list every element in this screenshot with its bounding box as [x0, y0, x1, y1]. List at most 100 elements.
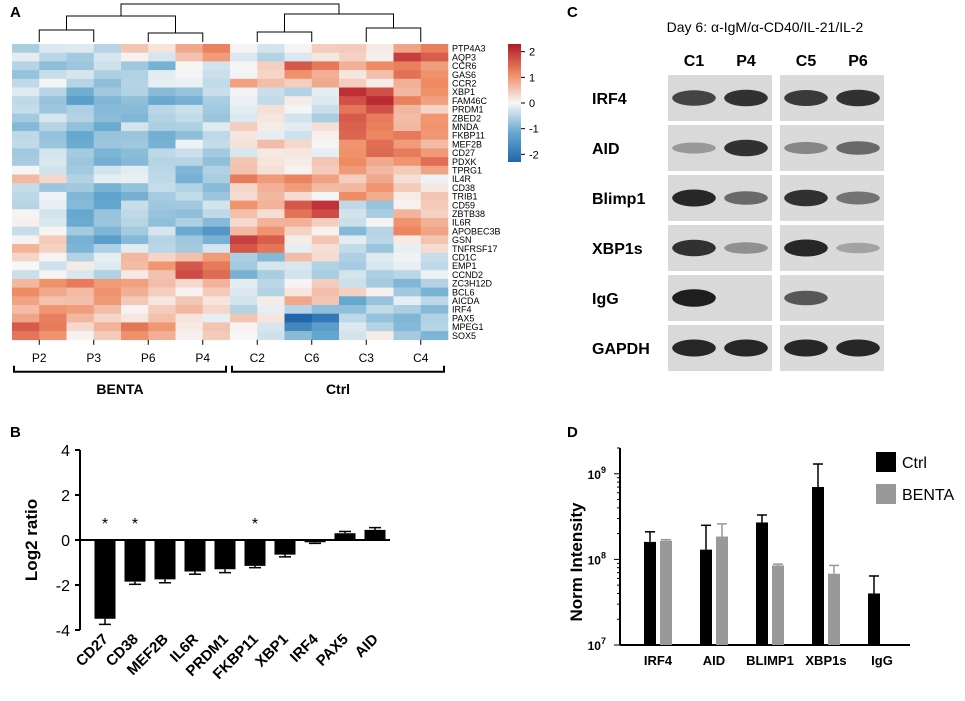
heatmap-cell: [311, 157, 340, 167]
heatmap-cell: [366, 322, 394, 332]
heatmap-cell: [12, 191, 40, 201]
heatmap-cell: [175, 191, 204, 201]
heatmap-cell: [230, 218, 258, 227]
heatmap-cell: [202, 305, 231, 314]
heatmap-cell: [66, 131, 95, 140]
heatmap-cell: [12, 157, 40, 167]
panel-d-bar-chart: Norm Intensity 107 108 109 IRF4 AID BLIMP1 XB…: [567, 447, 954, 668]
heatmap-cell: [339, 270, 367, 280]
heatmap-cell: [311, 70, 340, 80]
heatmap-cell: [393, 235, 422, 245]
heatmap-cell: [202, 165, 231, 175]
heatmap-cell: [311, 287, 340, 297]
heatmap-cell: [93, 191, 122, 201]
heatmap-cell: [148, 313, 176, 323]
heatmap-cell: [66, 313, 95, 323]
heatmap-cell: [257, 218, 285, 227]
heatmap-cell: [148, 44, 176, 53]
heatmap-cell: [66, 148, 95, 158]
heatmap-cell: [393, 191, 422, 201]
heatmap-cell: [420, 52, 449, 62]
heatmap-cell: [66, 287, 95, 297]
heatmap-cell: [366, 139, 394, 149]
significance-star: *: [132, 516, 138, 533]
heatmap-cell: [420, 226, 449, 236]
heatmap-cell: [148, 113, 176, 123]
column-label: C2: [250, 351, 266, 365]
heatmap-cell: [284, 87, 313, 97]
heatmap-cell: [121, 278, 149, 288]
heatmap-cell: [393, 104, 422, 114]
heatmap-cell: [393, 148, 422, 158]
heatmap-cell: [393, 305, 422, 314]
heatmap-cell: [420, 78, 449, 88]
heatmap-cell: [339, 278, 367, 288]
heatmap-cell: [93, 96, 122, 106]
colorbar-tick-label: 0: [529, 98, 535, 110]
x-tick-label: PAX5: [313, 631, 352, 670]
heatmap-cell: [148, 322, 176, 332]
heatmap-cell: [12, 261, 40, 271]
heatmap-cell: [93, 322, 122, 332]
blot-lane-label: C1: [684, 53, 705, 70]
bar: [812, 487, 824, 645]
heatmap-cell: [311, 209, 340, 219]
heatmap-cell: [175, 313, 204, 323]
heatmap-cell: [311, 61, 340, 71]
heatmap-cell: [39, 322, 67, 332]
gene-label: CCR6: [452, 61, 477, 71]
heatmap-cell: [339, 261, 367, 271]
heatmap-cell: [230, 157, 258, 167]
heatmap-cell: [339, 131, 367, 140]
heatmap-cell: [284, 270, 313, 280]
heatmap-cell: [393, 52, 422, 62]
heatmap-cell: [39, 235, 67, 245]
heatmap-cell: [284, 52, 313, 62]
heatmap-cell: [230, 287, 258, 297]
heatmap-cell: [12, 87, 40, 97]
heatmap-cell: [148, 78, 176, 88]
colorbar-tick-label: 1: [529, 72, 535, 84]
bar: [644, 541, 656, 645]
heatmap-cell: [366, 131, 394, 140]
heatmap-cell: [12, 252, 40, 262]
panel-d-axis: 107 108 109: [588, 447, 910, 653]
column-label: P3: [86, 351, 101, 365]
heatmap-cell: [93, 70, 122, 80]
gene-label: APOBEC3B: [452, 226, 501, 236]
heatmap-cell: [339, 296, 367, 306]
heatmap-cell: [366, 331, 394, 341]
heatmap-cell: [366, 52, 394, 62]
heatmap-cell: [311, 96, 340, 106]
heatmap-cell: [175, 122, 204, 132]
heatmap-cell: [230, 305, 258, 314]
heatmap-cell: [121, 78, 149, 88]
heatmap-cell: [311, 252, 340, 262]
heatmap-cell: [393, 252, 422, 262]
heatmap-cell: [121, 200, 149, 210]
heatmap-cell: [339, 122, 367, 132]
heatmap-cell: [148, 157, 176, 167]
heatmap-cell: [284, 157, 313, 167]
heatmap-cell: [93, 87, 122, 97]
heatmap-cell: [366, 87, 394, 97]
gene-label: ZBED2: [452, 113, 481, 123]
gene-label: CCR2: [452, 79, 477, 89]
heatmap-cell: [366, 226, 394, 236]
heatmap-cell: [257, 200, 285, 210]
heatmap-cell: [420, 200, 449, 210]
heatmap-cell: [257, 44, 285, 53]
heatmap-cell: [39, 278, 67, 288]
blot-band: [836, 89, 880, 107]
heatmap-cell: [284, 200, 313, 210]
bar: [124, 540, 146, 582]
heatmap-cell: [257, 331, 285, 341]
bar: [214, 540, 236, 570]
heatmap-cell: [121, 235, 149, 245]
heatmap-cell: [284, 218, 313, 227]
blot-band: [724, 139, 768, 157]
heatmap-cell: [230, 96, 258, 106]
panel-a-heatmap: PTP4A3AQP3CCR6GAS6CCR2XBP1FAM46CPRDM1ZBE…: [12, 3, 539, 397]
blot-row-label: AID: [592, 141, 620, 158]
heatmap-cell: [93, 331, 122, 341]
